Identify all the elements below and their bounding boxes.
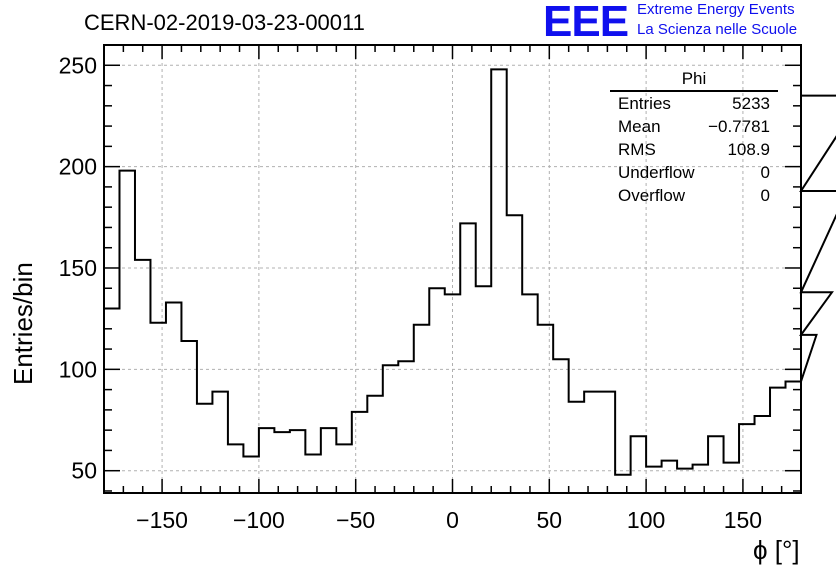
stats-row-underflow: Underflow 0 — [610, 161, 778, 184]
stats-label: Entries — [618, 94, 671, 113]
x-tick-label: −50 — [336, 507, 375, 533]
eee-logo: EEE — [543, 0, 629, 46]
x-tick-label: −100 — [233, 507, 285, 533]
logo-subtitle-line1: Extreme Energy Events — [637, 1, 795, 18]
stats-row-rms: RMS 108.9 — [610, 138, 778, 161]
stats-label: Mean — [618, 117, 661, 136]
stats-title: Phi — [610, 68, 778, 92]
axis-ticks — [103, 44, 802, 493]
x-tick-label: 150 — [724, 507, 762, 533]
y-tick-label: 150 — [59, 255, 97, 281]
stats-row-overflow: Overflow 0 — [610, 184, 778, 207]
stats-box: Phi Entries 5233 Mean −0.7781 RMS 108.9 … — [610, 68, 778, 207]
x-tick-label: 50 — [537, 507, 563, 533]
stats-value: 0 — [760, 186, 770, 205]
stats-label: Overflow — [618, 186, 686, 205]
stats-value: −0.7781 — [708, 117, 770, 136]
y-tick-label: 200 — [59, 154, 97, 180]
y-tick-label: 100 — [59, 356, 97, 382]
y-tick-label: 50 — [71, 458, 97, 484]
stats-row-mean: Mean −0.7781 — [610, 115, 778, 138]
stats-value: 5233 — [732, 94, 770, 113]
stats-value: 108.9 — [727, 140, 770, 159]
axis-tick-labels: −150 −100 −50 0 50 100 150 50 100 150 200 250 — [59, 52, 762, 533]
x-tick-label: −150 — [136, 507, 188, 533]
histogram-series — [104, 68, 836, 476]
x-tick-label: 0 — [446, 507, 459, 533]
x-tick-label: 100 — [627, 507, 665, 533]
stats-value: 0 — [760, 163, 770, 182]
x-axis-label: ϕ [°] — [753, 535, 800, 565]
stats-row-entries: Entries 5233 — [610, 92, 778, 115]
y-axis-label: Entries/bin — [8, 262, 38, 385]
stats-label: RMS — [618, 140, 656, 159]
chart-title: CERN-02-2019-03-23-00011 — [84, 10, 365, 35]
logo-subtitle-line2: La Scienza nelle Scuole — [637, 21, 798, 38]
stats-label: Underflow — [618, 163, 695, 182]
grid-lines — [104, 45, 801, 493]
y-tick-label: 250 — [59, 52, 97, 78]
